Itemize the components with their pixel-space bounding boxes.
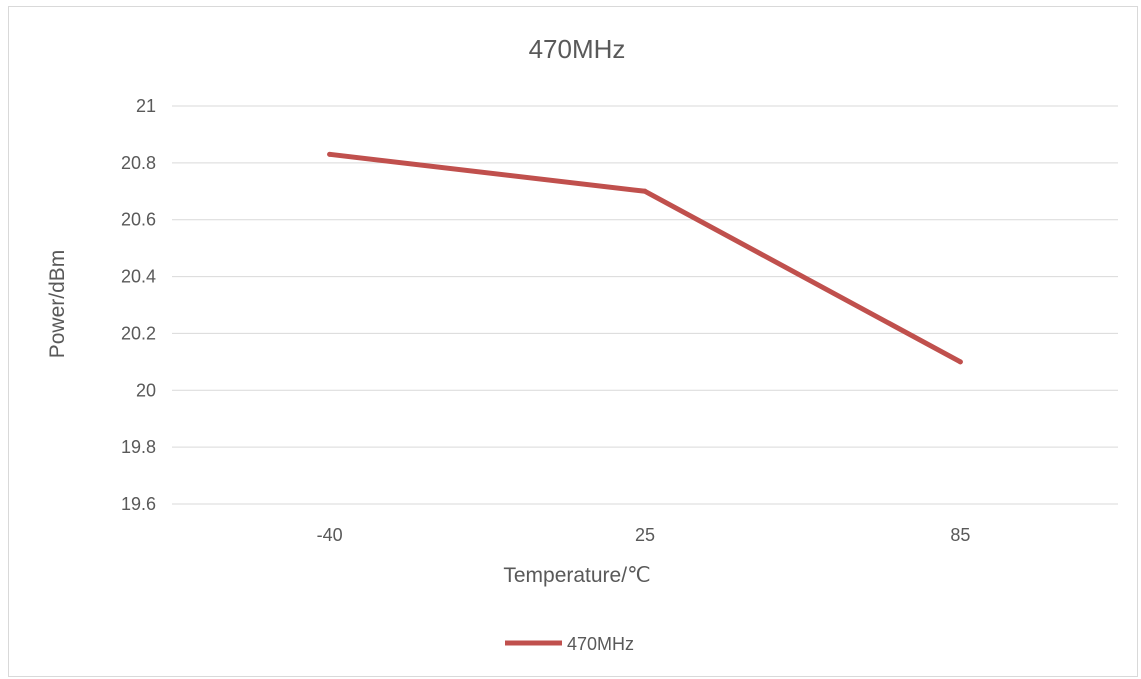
data-point (957, 359, 963, 365)
x-tick-label: 85 (950, 525, 970, 545)
data-point (327, 151, 333, 157)
chart-title: 470MHz (529, 34, 626, 64)
y-tick-label: 20.4 (121, 267, 156, 287)
x-tick-labels: -40 25 85 (317, 525, 971, 545)
data-point (642, 188, 648, 194)
legend: 470MHz (505, 634, 634, 654)
x-axis-label: Temperature/℃ (503, 564, 650, 587)
y-tick-label: 20 (136, 380, 156, 400)
y-tick-label: 20.8 (121, 153, 156, 173)
x-tick-label: 25 (635, 525, 655, 545)
y-tick-labels: 19.6 19.8 20 20.2 20.4 20.6 20.8 21 (121, 96, 156, 514)
series-layer (327, 151, 963, 365)
y-axis-label: Power/dBm (46, 250, 69, 359)
y-tick-label: 21 (136, 96, 156, 116)
chart-frame (8, 6, 1138, 677)
legend-label: 470MHz (567, 634, 634, 654)
y-tick-label: 19.8 (121, 437, 156, 457)
gridlines (172, 105, 1118, 505)
series-line-0 (327, 151, 963, 365)
x-tick-label: -40 (317, 525, 343, 545)
y-tick-label: 20.2 (121, 323, 156, 343)
y-tick-label: 19.6 (121, 494, 156, 514)
y-tick-label: 20.6 (121, 210, 156, 230)
